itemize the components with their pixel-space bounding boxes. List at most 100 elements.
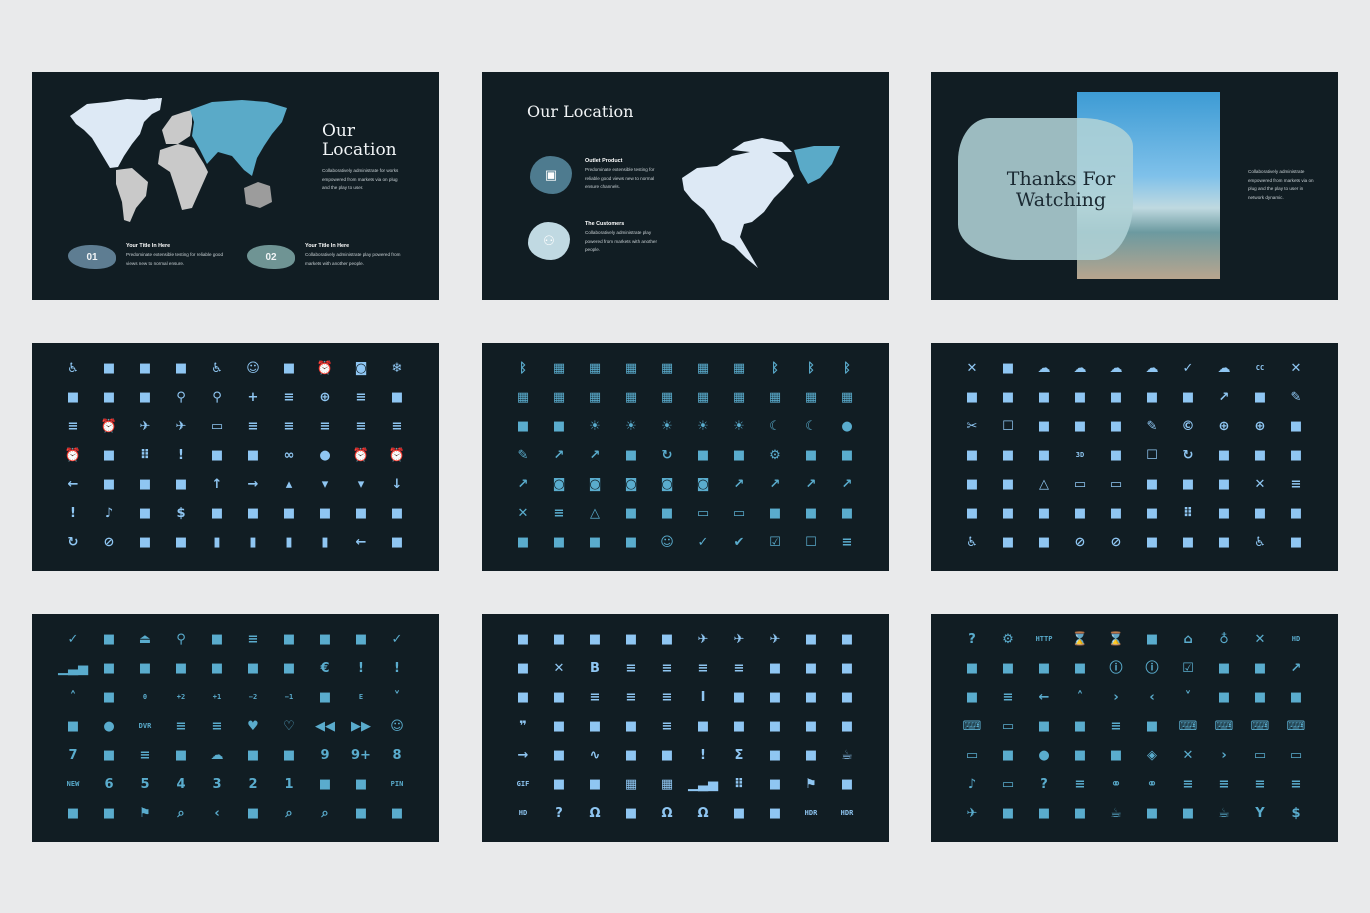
directions-railway-icon: ■: [1001, 506, 1015, 521]
camera-alt-icon: ◙: [696, 477, 710, 492]
crop-original-icon: ■: [1253, 448, 1267, 463]
arrow-downward-icon: ↓: [391, 477, 403, 492]
format-color-fill-icon: ■: [516, 690, 530, 705]
icon-slide-6[interactable]: ? ⚙ HTTP ⌛ ⌛ ■ ⌂ ♁ ✕ HD ■ ■ ■ ■ ⓘ ⓘ ☑ ■ ■ ↗ ■ ≡ ← ˄ › ‹ ˅ ■ ■ ■ ⌨ ▭ ■ ■ ≡ ■…: [931, 614, 1338, 842]
slide-our-location[interactable]: Our Location ▣ Outlet Product Predominat…: [482, 72, 889, 300]
contact-phone-icon: ■: [1037, 390, 1051, 405]
keyboard-hide-icon: ⌨: [962, 719, 982, 734]
icon-slide-2[interactable]: ᛒ ▦ ▦ ▦ ▦ ▦ ▦ ᛒ ᛒ ᛒ ▦ ▦ ▦ ▦ ▦ ▦ ▦ ▦ ▦ ▦ ■ ■ ☀ ☀ ☀ ☀ ☀ ☾ ☾ ● ✎ ↗ ↗ ■ ↻ ■ ■ ⚙ ■ ■…: [482, 343, 889, 571]
crop-icon: ■: [1109, 448, 1123, 463]
filter-9+-icon: 9+: [351, 748, 371, 763]
icon-slide-3[interactable]: ✕ ■ ☁ ☁ ☁ ☁ ✓ ☁ CC ✕ ■ ■ ■ ■ ■ ■ ■ ↗ ■ ✎ ✂ ☐ ■ ■ ■ ✎ © ⊕ ⊕ ■ ■ ■ ■ 3D ■ ☐ ↻ ■…: [931, 343, 1338, 571]
important-devices-icon: ■: [1253, 661, 1267, 676]
aspect-ratio-icon: ■: [138, 477, 152, 492]
local-convenience-store-icon: ■: [1145, 806, 1159, 821]
slide-thanks[interactable]: Thanks For Watching Collaboratively admi…: [931, 72, 1338, 300]
donut-small-icon: ■: [354, 632, 368, 647]
flash-auto-icon: ■: [516, 632, 530, 647]
hdr-weak-icon: ■: [732, 806, 746, 821]
grid-on-icon: ▦: [624, 777, 638, 792]
filter-8-icon: 8: [392, 748, 402, 763]
exposure-icon: ■: [102, 690, 116, 705]
disc-full-icon: ■: [1181, 535, 1195, 550]
business-center-icon: ■: [696, 448, 710, 463]
icon-slide-4[interactable]: ✓ ■ ⏏ ⚲ ■ ≡ ■ ■ ■ ✓ ▁▃▅ ■ ■ ■ ■ ■ ■ €!! ˄ ■ 0 +2 +1 −2 −1 ■ E ˅ ■ ● DV…: [32, 614, 439, 842]
crop-16-9-icon: ■: [1073, 419, 1087, 434]
map-europe: [162, 110, 192, 144]
bluetooth-icon: ᛒ: [771, 361, 779, 376]
forward-icon: →: [517, 748, 529, 763]
extension-icon: ■: [66, 719, 80, 734]
import-contacts-icon: ■: [965, 661, 979, 676]
comment-icon: ■: [1253, 390, 1267, 405]
accessible-icon: ♿: [67, 361, 79, 376]
format-list-numbered-icon: ≡: [589, 690, 601, 705]
goat-icon: ■: [840, 777, 854, 792]
laptop-mac-icon: ▭: [1289, 748, 1303, 763]
number-badge: 01: [68, 245, 116, 269]
cloud-circle-icon: ☁: [1217, 361, 1231, 376]
graphic-eq-icon: ▁▃▅: [688, 777, 718, 792]
grain-icon: ⠿: [733, 777, 745, 792]
euro-symbol-icon: €: [320, 661, 330, 676]
add-icon: +: [247, 390, 259, 405]
insert-drive-file-icon: ■: [1001, 661, 1015, 676]
filter-drama-icon: ☁: [210, 748, 224, 763]
format-indent-decrease-icon: ■: [768, 690, 782, 705]
border-inner-icon: ▦: [768, 390, 782, 405]
keyboard-arrow-down-icon: ˅: [1184, 690, 1192, 705]
map-asia: [190, 100, 287, 176]
icon-slide-1[interactable]: ♿ ■ ■ ■ ♿ ☺ ■ ⏰ ◙ ❄ ■ ■ ■ ⚲ ⚲ + ≡ ⊕ ≡ ■ ≡ ⏰ ✈ ✈ ▭ ≡ ≡ ≡ ≡ ≡ ⏰ ■ ⠿! ■ ■ ∞ ● ⏰ ⏰…: [32, 343, 439, 571]
format-align-center-icon: ≡: [733, 661, 745, 676]
flash-on-icon: ■: [804, 632, 818, 647]
font-download-icon: ■: [768, 661, 782, 676]
flip-toggle-icon: ■: [354, 777, 368, 792]
date-range-icon: ■: [965, 477, 979, 492]
directions-car-icon: ■: [1037, 506, 1051, 521]
library-books-icon: ■: [1001, 748, 1015, 763]
invert-colors-icon: ■: [1253, 690, 1267, 705]
call-end-icon: ↗: [589, 448, 601, 463]
airline-seat-recline-normal-icon: ≡: [247, 419, 259, 434]
dehaze-icon: ≡: [1290, 477, 1302, 492]
help-outline-icon: ?: [555, 806, 563, 821]
gradient-icon: ■: [768, 777, 782, 792]
border-off-icon: ▦: [660, 361, 674, 376]
description-icon: ■: [1145, 477, 1159, 492]
title-line: Location: [322, 140, 397, 160]
hourglass-full-icon: ⌛: [1071, 632, 1089, 647]
slide3-body: Collaboratively administrate empowered f…: [1248, 169, 1314, 200]
brightness-auto-icon: ☀: [697, 419, 709, 434]
slide-world-location[interactable]: Our Location Collaboratively administrat…: [32, 72, 439, 300]
chrome-reader-mode-alt-icon: ■: [588, 535, 602, 550]
forward-10-icon: ■: [588, 719, 602, 734]
child-care-icon: ☺: [660, 535, 674, 550]
format-textdirection-l-to-r-icon: ■: [732, 719, 746, 734]
featured-video-icon: ■: [210, 632, 224, 647]
golf-course-icon: ⚑: [805, 777, 817, 792]
directions-icon: ■: [1217, 535, 1231, 550]
call-missed-icon: ↗: [517, 477, 529, 492]
assignment-returned-icon: ■: [354, 506, 368, 521]
google-circles-icon: ■: [552, 777, 566, 792]
delete-forever-icon: ✕: [1254, 477, 1266, 492]
airplay-icon: ▭: [210, 419, 224, 434]
arrow-forward-icon: →: [247, 477, 259, 492]
all-inclusive-icon: ∞: [283, 448, 295, 463]
accessibility-icon: ♿: [211, 361, 223, 376]
folder-icon: ■: [804, 661, 818, 676]
add-a-photo-icon: ◙: [354, 361, 368, 376]
filter-3-icon: 3: [212, 777, 222, 792]
flight-takeoff-icon: ✈: [733, 632, 745, 647]
stay-current-portrait-icon: ■: [1037, 535, 1051, 550]
edit-location-icon: ⚲: [176, 632, 186, 647]
format-color-text-icon: ■: [804, 690, 818, 705]
attach-file-icon: ■: [210, 506, 224, 521]
directions-subway-icon: ■: [1289, 535, 1303, 550]
border-horizontal-icon: ▦: [804, 390, 818, 405]
exposure-plus-1-icon: +1: [212, 693, 222, 701]
icon-slide-5[interactable]: ■ ■ ■ ■ ■ ✈ ✈ ✈ ■ ■ ■ ✕ B ≡ ≡ ≡ ≡ ■ ■ ■ ■ ■ ≡ ≡ ≡ I ■ ■ ■ ■ ❞ ■ ■ ■ ≡ ■ ■ ■ ■ ■…: [482, 614, 889, 842]
linear-scale-icon: ≡: [1182, 777, 1194, 792]
brightness-half-icon: ☀: [733, 419, 745, 434]
collections-icon: ■: [965, 390, 979, 405]
